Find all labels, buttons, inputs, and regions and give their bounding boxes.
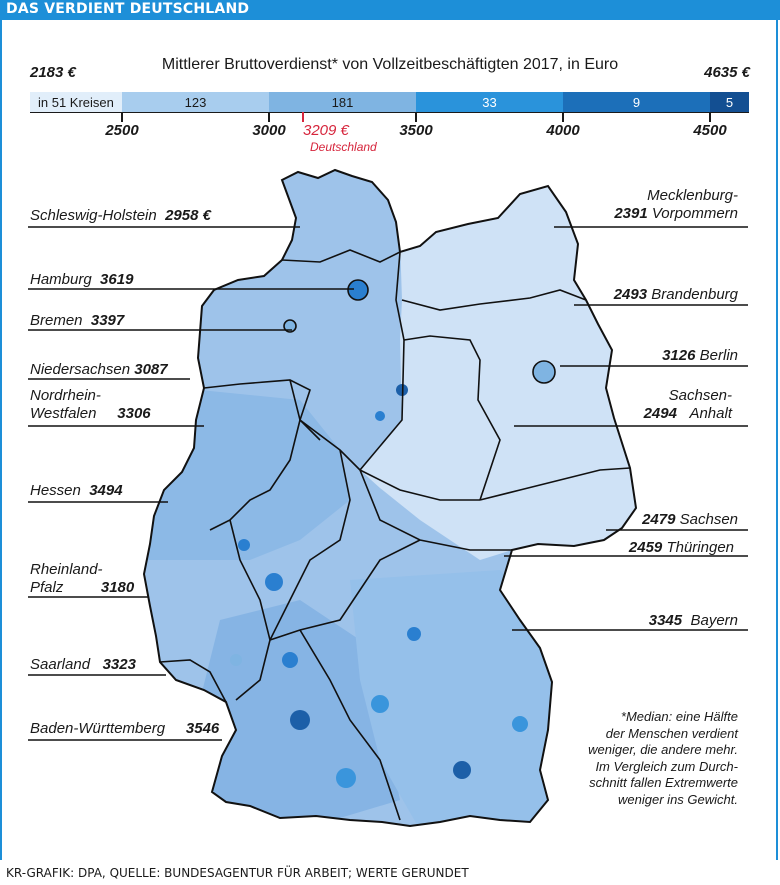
label-bayern: 3345 Bayern: [648, 612, 738, 629]
scale-segment-3: 181: [269, 92, 416, 112]
scale-segment-6: 5: [710, 92, 749, 112]
banner-title: DAS VERDIENT DEUTSCHLAND: [6, 1, 250, 17]
national-value: 3209 €: [303, 122, 349, 139]
median-footnote: *Median: eine Hälfte der Menschen verdie…: [588, 709, 738, 807]
label-berlin: 3126 Berlin: [662, 347, 738, 364]
scale-tick: [709, 112, 711, 122]
national-tick: [302, 112, 304, 122]
label-sachsen: 2479 Sachsen: [642, 511, 738, 528]
label-bremen: Bremen 3397: [30, 312, 125, 329]
chart-title: Mittlerer Bruttoverdienst* von Vollzeitb…: [161, 56, 619, 73]
tick-label: 3000: [252, 122, 286, 139]
label-hamburg: Hamburg 3619: [30, 271, 134, 288]
label-mecklenburg-vorpommern: Mecklenburg- 2391 Vorpommern: [614, 187, 738, 222]
tick-label: 2500: [105, 122, 139, 139]
label-rheinland-pfalz: Rheinland- Pfalz 3180: [30, 561, 135, 596]
label-nordrhein-westfalen: Nordrhein- Westfalen 3306: [30, 387, 151, 422]
scale-segment-2: 123: [122, 92, 269, 112]
label-thueringen: 2459 Thüringen: [628, 539, 734, 556]
tick-label: 4000: [546, 122, 580, 139]
scale-tick: [415, 112, 417, 122]
scale-tick: [121, 112, 123, 122]
header-banner: DAS VERDIENT DEUTSCHLAND: [0, 0, 780, 20]
label-schleswig-holstein: Schleswig-Holstein 2958 €: [30, 207, 211, 224]
national-label: Deutschland: [310, 140, 377, 154]
scale-tick: [268, 112, 270, 122]
scale-segment-1: in 51 Kreisen: [30, 92, 122, 112]
label-saarland: Saarland 3323: [30, 656, 136, 673]
scale-segment-4: 33: [416, 92, 563, 112]
label-sachsen-anhalt: Sachsen- 2494 Anhalt: [643, 387, 732, 422]
scale-min-label: 2183 €: [30, 64, 76, 81]
label-niedersachsen: Niedersachsen 3087: [30, 361, 168, 378]
color-scale: in 51 Kreisen 123 181 33 9 5: [30, 92, 749, 112]
graphic-frame: [0, 20, 778, 860]
tick-label: 4500: [693, 122, 727, 139]
label-brandenburg: 2493 Brandenburg: [613, 286, 738, 303]
label-baden-wuerttemberg: Baden-Württemberg 3546: [30, 720, 220, 737]
scale-axis-line: [30, 112, 749, 113]
scale-max-label: 4635 €: [704, 64, 750, 81]
tick-label: 3500: [399, 122, 433, 139]
source-credit: KR-GRAFIK: DPA, QUELLE: BUNDESAGENTUR FÜ…: [6, 866, 469, 880]
scale-tick: [562, 112, 564, 122]
label-hessen: Hessen 3494: [30, 482, 123, 499]
scale-segment-5: 9: [563, 92, 710, 112]
